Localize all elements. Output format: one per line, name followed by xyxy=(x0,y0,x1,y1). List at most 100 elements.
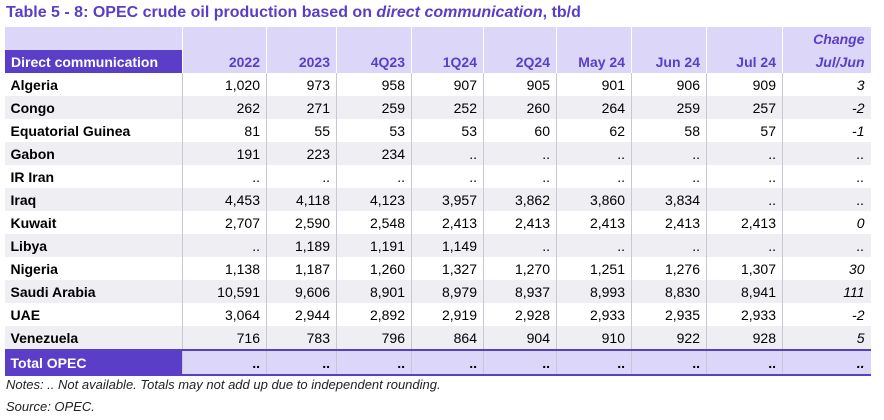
table-row: Gabon 191 223 234............ xyxy=(4,142,871,165)
header-cell: Direct communication xyxy=(4,50,183,73)
header-cell: 4Q23 xyxy=(336,50,412,73)
value-cell: .. xyxy=(182,165,267,188)
value-cell: 901 xyxy=(556,73,632,96)
value-cell: 30 xyxy=(782,257,871,280)
table-row: Iraq 4,453 4,118 4,123 3,957 3,862 3,860 3,834.… xyxy=(4,188,871,211)
value-cell: 2,944 xyxy=(266,303,337,326)
table-row: Venezuela 716 783 796 864 904 910 922 928 5 xyxy=(4,326,871,350)
value-cell: 2,892 xyxy=(336,303,412,326)
title-text: , tb/d xyxy=(542,4,581,21)
value-cell: 1,251 xyxy=(556,257,632,280)
value-cell: 8,993 xyxy=(556,280,632,303)
row-label: Venezuela xyxy=(4,326,183,350)
value-cell: 2,928 xyxy=(483,303,557,326)
value-cell: 262 xyxy=(182,96,267,119)
total-cell: .. xyxy=(782,349,871,376)
row-label: Gabon xyxy=(4,142,183,165)
value-cell: .. xyxy=(782,188,871,211)
value-cell: 2,933 xyxy=(706,303,783,326)
value-cell: 1,307 xyxy=(706,257,783,280)
value-cell: 1,149 xyxy=(411,234,484,257)
total-cell: .. xyxy=(556,349,632,376)
title-text: Table 5 - 8: OPEC crude oil production b… xyxy=(6,4,377,21)
table-row: IR Iran.................. xyxy=(5,165,871,188)
value-cell: 60 xyxy=(483,119,557,142)
value-cell: 259 xyxy=(336,96,412,119)
value-cell: 0 xyxy=(782,211,871,234)
row-label: Congo xyxy=(4,96,183,119)
value-cell: 257 xyxy=(706,96,783,119)
value-cell: .. xyxy=(336,165,412,188)
value-cell: 2,413 xyxy=(483,211,557,234)
header-cell xyxy=(706,27,783,50)
value-cell: 1,138 xyxy=(182,257,267,280)
value-cell: 864 xyxy=(411,326,484,350)
value-cell: .. xyxy=(706,234,783,257)
value-cell: 111 xyxy=(782,280,871,303)
value-cell: 8,830 xyxy=(631,280,707,303)
row-label: Kuwait xyxy=(10,214,57,231)
table-row: Change xyxy=(4,27,871,50)
value-cell: 1,020 xyxy=(182,73,267,96)
value-cell: 234 xyxy=(336,142,412,165)
value-cell: 271 xyxy=(266,96,337,119)
header-cell: Jul/Jun xyxy=(782,50,871,73)
value-cell: 53 xyxy=(336,119,412,142)
value-cell: 2,919 xyxy=(411,303,484,326)
header-cell: 2Q24 xyxy=(483,50,557,73)
table-row: Nigeria 1,138 1,187 1,260 1,327 1,270 1,251 1,2… xyxy=(5,257,871,280)
value-cell: 8,901 xyxy=(336,280,412,303)
data-table: Change Direct communication 2022 2023 4Q23 1Q… xyxy=(4,27,871,376)
value-cell: 796 xyxy=(336,326,412,350)
header-cell xyxy=(483,27,557,50)
value-cell: 8,979 xyxy=(411,280,484,303)
header-cell: May 24 xyxy=(556,50,632,73)
header-cell xyxy=(631,27,707,50)
value-cell: 928 xyxy=(706,326,783,350)
total-cell: .. xyxy=(483,349,557,376)
total-cell: .. xyxy=(182,349,267,376)
value-cell: .. xyxy=(631,142,707,165)
row-label: Algeria xyxy=(10,76,58,93)
title-italic: direct communication xyxy=(376,4,543,21)
value-cell: 1,276 xyxy=(631,257,707,280)
total-cell: .. xyxy=(631,349,707,376)
header-cell: Jun 24 xyxy=(631,50,707,73)
source: Source: OPEC. xyxy=(6,399,95,414)
table-row: UAE 3,064 2,944 2,892 2,919 2,928 2,933 2,935 2,… xyxy=(5,303,871,326)
value-cell: 252 xyxy=(411,96,484,119)
value-cell: 973 xyxy=(266,73,337,96)
table-row: Total OPEC.................. xyxy=(4,349,871,376)
row-label: UAE xyxy=(10,306,41,323)
header-cell xyxy=(556,27,632,50)
header-cell xyxy=(4,27,183,50)
value-cell: 1,327 xyxy=(411,257,484,280)
header-cell: 2023 xyxy=(266,50,337,73)
value-cell: .. xyxy=(706,142,783,165)
value-cell: 3 xyxy=(782,73,871,96)
table-row: Equatorial Guinea 81 55 53 53 60 62 58 57 -1 xyxy=(5,119,871,142)
notes: Notes: .. Not available. Totals may not … xyxy=(6,377,441,392)
value-cell: 53 xyxy=(411,119,484,142)
table-row: Kuwait 2,707 2,590 2,548 2,413 2,413 2,413 2,41… xyxy=(5,211,871,234)
value-cell: 1,189 xyxy=(266,234,337,257)
header-cell xyxy=(336,27,412,50)
row-label: IR Iran xyxy=(10,168,55,185)
table-row: Saudi Arabia 10,591 9,606 8,901 8,979 8,937 8,… xyxy=(4,280,871,303)
value-cell: 1,260 xyxy=(336,257,412,280)
value-cell: -2 xyxy=(782,303,871,326)
value-cell: .. xyxy=(182,234,267,257)
value-cell: 2,935 xyxy=(631,303,707,326)
row-label: Equatorial Guinea xyxy=(10,122,131,139)
header-cell xyxy=(182,27,267,50)
value-cell: 264 xyxy=(556,96,632,119)
value-cell: .. xyxy=(631,234,707,257)
value-cell: 4,123 xyxy=(336,188,412,211)
table-body: Change Direct communication 2022 2023 4Q23 1Q… xyxy=(4,27,871,376)
total-label: Total OPEC xyxy=(4,349,183,376)
header-cell: Change xyxy=(782,27,871,50)
value-cell: 1,187 xyxy=(266,257,337,280)
value-cell: 81 xyxy=(182,119,267,142)
value-cell: .. xyxy=(782,165,871,188)
value-cell: 259 xyxy=(631,96,707,119)
